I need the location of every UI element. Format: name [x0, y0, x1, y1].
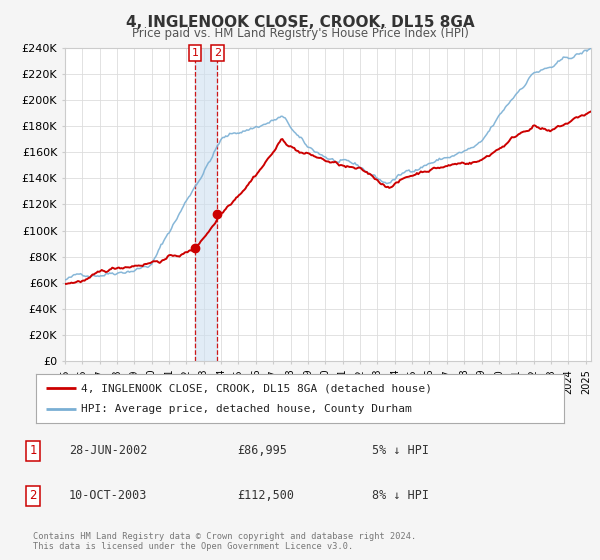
- Text: 2: 2: [29, 489, 37, 502]
- Bar: [195, 48, 217, 361]
- Text: HPI: Average price, detached house, County Durham: HPI: Average price, detached house, Coun…: [81, 404, 412, 414]
- Text: 4, INGLENOOK CLOSE, CROOK, DL15 8GA (detached house): 4, INGLENOOK CLOSE, CROOK, DL15 8GA (det…: [81, 383, 432, 393]
- Text: 1: 1: [29, 444, 37, 458]
- Text: 10-OCT-2003: 10-OCT-2003: [69, 489, 148, 502]
- Text: Contains HM Land Registry data © Crown copyright and database right 2024.
This d: Contains HM Land Registry data © Crown c…: [33, 532, 416, 552]
- Text: 5% ↓ HPI: 5% ↓ HPI: [372, 444, 429, 458]
- Text: 4, INGLENOOK CLOSE, CROOK, DL15 8GA: 4, INGLENOOK CLOSE, CROOK, DL15 8GA: [125, 15, 475, 30]
- Text: 2: 2: [214, 48, 221, 58]
- Text: £86,995: £86,995: [237, 444, 287, 458]
- Text: 8% ↓ HPI: 8% ↓ HPI: [372, 489, 429, 502]
- Text: £112,500: £112,500: [237, 489, 294, 502]
- Text: 28-JUN-2002: 28-JUN-2002: [69, 444, 148, 458]
- Text: Price paid vs. HM Land Registry's House Price Index (HPI): Price paid vs. HM Land Registry's House …: [131, 27, 469, 40]
- Text: 1: 1: [191, 48, 199, 58]
